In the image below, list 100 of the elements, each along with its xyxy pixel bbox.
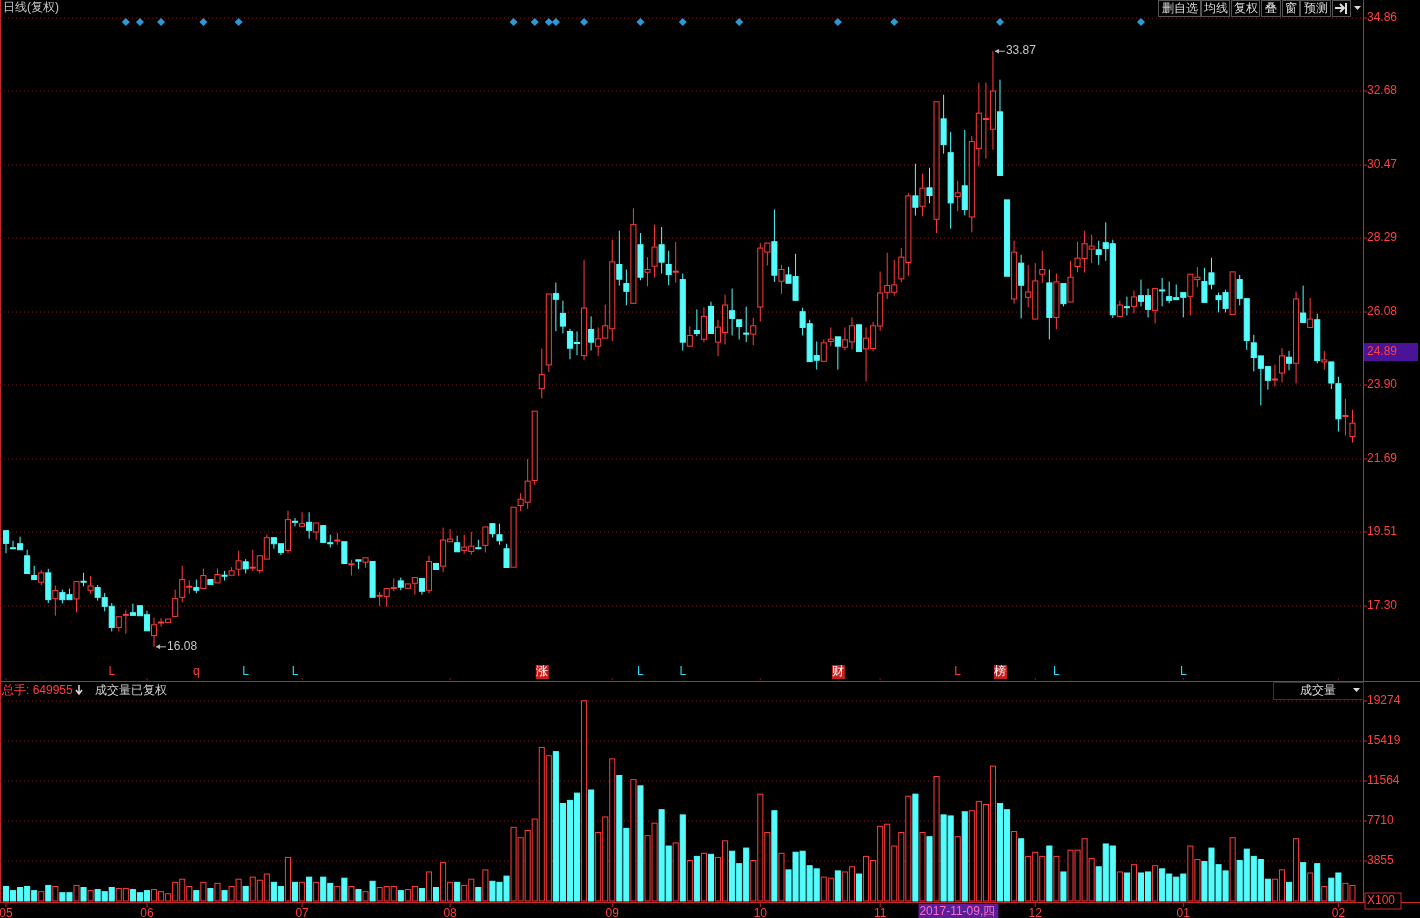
candlestick [834,336,841,371]
bar [80,887,87,902]
bar [1053,855,1060,902]
annotation: 预测 [1303,1,1328,16]
candlestick [73,581,80,613]
y-tick-label: 21.69 [1367,451,1398,466]
candlestick [1004,199,1011,277]
candlestick [1046,269,1053,340]
x-tick-label: 07 [295,906,310,918]
y-tick-label: 28.29 [1367,230,1398,245]
bar [1286,881,1293,902]
annotation: L [242,664,250,679]
candlestick [31,565,38,581]
candlestick [369,560,376,598]
bar [1011,830,1018,902]
bar [693,855,700,902]
candlestick [418,578,425,596]
annotation: 33.87 [1005,43,1037,58]
chart-title: 成交量已复权 [95,683,167,698]
candlestick [432,562,440,571]
annotation: 叠 [1265,1,1277,16]
annotation: 删自选 [1161,1,1198,16]
candlestick [306,511,313,540]
x-tick-label: 05 [0,906,13,918]
bar [630,779,637,902]
bar [1060,871,1067,902]
annotation: 榜 [994,664,1006,679]
bar [855,873,863,902]
candlestick [820,339,827,362]
candlestick [284,510,292,554]
candlestick [425,555,433,594]
bar [418,888,425,902]
candlestick [693,308,700,337]
candlestick [581,259,588,361]
bar [926,836,933,902]
annotation: 成交量 [1300,683,1336,698]
bar [700,852,707,902]
bar [482,869,489,902]
candlestick [1011,240,1018,305]
candlestick [947,131,954,230]
candlestick [496,523,503,546]
bar [221,890,228,902]
candlestick [855,324,863,353]
bar [341,877,348,902]
candlestick [1300,285,1307,323]
bar [933,776,940,902]
bar [1293,838,1300,902]
y-tick-label: 3855 [1367,853,1395,868]
candlestick [1342,398,1349,437]
candlestick [552,282,559,332]
candlestick [686,325,693,347]
candlestick [1286,350,1293,371]
annotation: L [637,664,645,679]
candlestick [1159,277,1166,307]
candlestick [630,207,637,304]
y-tick-label: 23.90 [1367,377,1398,392]
annotation: 窗 [1285,1,1297,16]
candlestick [1307,297,1314,328]
candlestick [616,230,623,287]
ref-line-label: 24.89 [1367,344,1398,359]
bar [1046,845,1053,902]
bar [912,793,919,902]
bar [52,885,59,902]
bar [454,881,461,902]
bar [637,785,644,902]
candlestick [1271,364,1278,387]
y-tick-label: 15419 [1367,733,1401,748]
x-tick-label: 01 [1176,906,1191,918]
bar [38,891,45,902]
candlestick [1349,409,1356,444]
bar [679,814,686,902]
bar [87,890,94,902]
candlestick [729,288,736,336]
candlestick [940,94,947,155]
candlestick [623,269,630,306]
candlestick [1293,291,1300,384]
bar [1321,885,1328,902]
candlestick [919,173,926,217]
bar [200,881,207,902]
bar [1152,865,1159,902]
candlestick [1123,296,1130,316]
candlestick [510,506,517,568]
candlestick [1130,290,1137,314]
candlestick [1229,271,1236,315]
candlestick [87,575,94,595]
annotation: L [954,664,962,679]
bar [193,890,200,902]
y-tick-label: 17.30 [1367,598,1398,613]
x-tick-label: 11 [873,906,887,918]
annotation: 均线 [1202,1,1228,16]
bar [834,870,841,902]
candlestick [672,241,679,284]
bar [1018,838,1025,902]
x-tick-label: 12 [1028,906,1043,918]
annotation: 总手: 649955 [1,683,74,698]
candlestick [1018,254,1025,319]
bar [306,876,313,902]
bar [686,860,693,902]
x-tick-label: 09 [605,906,620,918]
y-tick-label: X100 [1367,893,1396,908]
